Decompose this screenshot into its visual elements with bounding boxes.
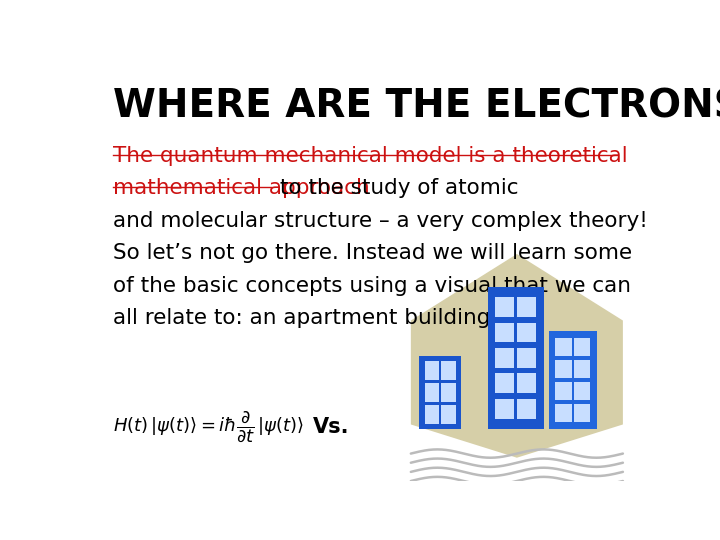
Text: all relate to: an apartment building.: all relate to: an apartment building. — [114, 308, 498, 328]
Bar — [488, 287, 544, 429]
Bar — [425, 361, 439, 380]
Polygon shape — [411, 254, 623, 458]
Bar — [495, 348, 514, 368]
Text: of the basic concepts using a visual that we can: of the basic concepts using a visual tha… — [114, 275, 631, 295]
Bar — [575, 338, 590, 356]
Bar — [555, 382, 572, 400]
Bar — [555, 404, 572, 422]
Bar — [425, 383, 439, 402]
Text: WHERE ARE THE ELECTRONS?: WHERE ARE THE ELECTRONS? — [114, 87, 720, 126]
Text: So let’s not go there. Instead we will learn some: So let’s not go there. Instead we will l… — [114, 243, 633, 263]
Bar — [575, 360, 590, 378]
Bar — [495, 297, 514, 317]
Bar — [425, 404, 439, 423]
Text: $H(t)\,|\psi(t)\rangle = i\hbar\dfrac{\partial}{\partial t}\,|\psi(t)\rangle$: $H(t)\,|\psi(t)\rangle = i\hbar\dfrac{\p… — [114, 409, 305, 444]
Text: and molecular structure – a very complex theory!: and molecular structure – a very complex… — [114, 211, 648, 231]
Bar — [518, 348, 536, 368]
Bar — [518, 322, 536, 342]
Text: The quantum mechanical model is a theoretical: The quantum mechanical model is a theore… — [114, 146, 628, 166]
Bar — [575, 404, 590, 422]
Bar — [555, 360, 572, 378]
Bar — [495, 322, 514, 342]
Bar — [495, 399, 514, 418]
Bar — [419, 356, 461, 429]
Text: to the study of atomic: to the study of atomic — [273, 178, 518, 198]
Text: Vs.: Vs. — [313, 416, 350, 436]
Bar — [518, 374, 536, 393]
Bar — [441, 404, 456, 423]
Bar — [549, 331, 597, 429]
Bar — [495, 374, 514, 393]
Bar — [575, 382, 590, 400]
Bar — [441, 383, 456, 402]
Bar — [518, 297, 536, 317]
Bar — [441, 361, 456, 380]
Bar — [555, 338, 572, 356]
Text: mathematical approach: mathematical approach — [114, 178, 370, 198]
Bar — [518, 399, 536, 418]
